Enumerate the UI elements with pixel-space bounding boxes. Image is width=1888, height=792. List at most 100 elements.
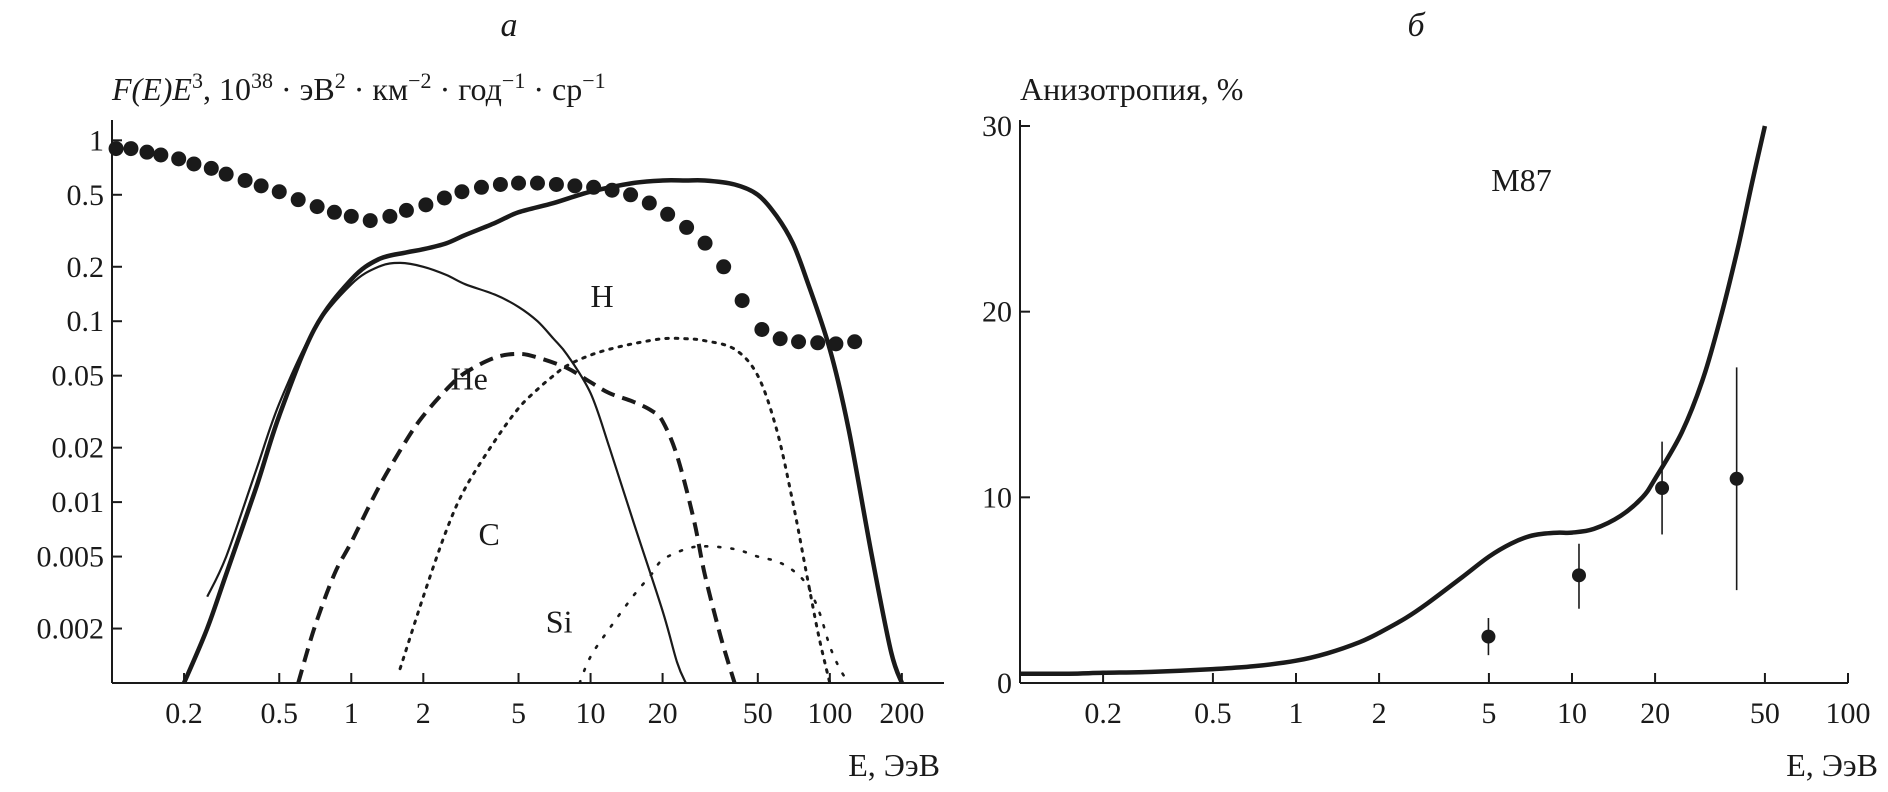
ylabel-g-exp: −1 xyxy=(502,68,525,93)
x-tick-label: 100 xyxy=(807,697,852,730)
x-tick-label: 1 xyxy=(1289,697,1304,730)
panel-b: б Анизотропия, % E, ЭэВ M87 0 10 20 30 0.2 0.… xyxy=(982,7,1878,783)
data-point xyxy=(454,184,470,200)
data-point xyxy=(271,184,287,200)
data-point xyxy=(436,190,452,206)
x-tick-label: 10 xyxy=(1557,697,1587,730)
data-point xyxy=(326,204,342,220)
y-tick-label: 20 xyxy=(982,296,1012,329)
data-point xyxy=(1729,471,1744,486)
data-point xyxy=(697,235,713,251)
series-label-c: C xyxy=(478,516,499,552)
data-point xyxy=(772,331,788,347)
y-tick-label: 0.1 xyxy=(67,305,105,338)
series-group xyxy=(1020,125,1768,677)
data-point xyxy=(511,175,527,191)
data-point xyxy=(586,179,602,195)
x-tick-label: 20 xyxy=(648,697,678,730)
data-point xyxy=(754,321,770,337)
ylabel-unit: , 10 xyxy=(203,71,251,107)
x-tick-label: 0.5 xyxy=(1194,697,1232,730)
data-point xyxy=(153,147,169,163)
x-tick-label: 5 xyxy=(511,697,526,730)
ylabel-unit-exp: 38 xyxy=(251,68,273,93)
x-tick-label: 100 xyxy=(1826,697,1871,730)
data-point xyxy=(418,197,434,213)
y-tick-label: 0.01 xyxy=(52,486,105,519)
data-point xyxy=(847,334,863,350)
data-point xyxy=(1571,568,1586,583)
series-label-si: Si xyxy=(546,604,573,640)
series-group xyxy=(181,177,905,683)
x-tick-label: 1 xyxy=(344,697,359,730)
y-tick-label: 0.005 xyxy=(37,541,105,574)
series-line-total xyxy=(181,177,905,683)
x-tick-label: 0.5 xyxy=(260,697,298,730)
ylabel-rest3: · год xyxy=(432,71,502,107)
x-tick-label: 10 xyxy=(576,697,606,730)
panel-b-label: б xyxy=(1407,7,1426,44)
ylabel-exp: 3 xyxy=(192,68,203,93)
data-point xyxy=(362,213,378,229)
data-point xyxy=(734,293,750,309)
series-label-h: H xyxy=(591,278,614,314)
y-tick-label: 0.02 xyxy=(52,432,105,465)
panel-a-ylabel: F(E)E3, 1038 · эВ2 · км−2 · год−1 · ср−1 xyxy=(111,68,606,107)
data-point xyxy=(791,334,807,350)
data-point xyxy=(382,208,398,224)
data-point xyxy=(237,172,253,188)
data-point xyxy=(567,178,583,194)
panel-a: а F(E)E3, 1038 · эВ2 · км−2 · год−1 · ср… xyxy=(37,7,944,783)
data-point xyxy=(529,175,545,191)
series-line-si xyxy=(578,544,851,683)
panel-a-xlabel: E, ЭэВ xyxy=(848,747,940,783)
panel-b-ylabel: Анизотропия, % xyxy=(1020,71,1243,107)
y-tick-label: 0.002 xyxy=(37,613,105,646)
y-tick-label: 0 xyxy=(997,667,1012,700)
x-tick-label: 0.2 xyxy=(165,697,203,730)
x-tick-label: 20 xyxy=(1640,697,1670,730)
data-point xyxy=(186,156,202,172)
ylabel-rest4: · ср xyxy=(525,71,582,107)
data-point xyxy=(343,208,359,224)
panel-a-plot: 1 0.5 0.2 0.1 0.05 0.02 0.01 0.005 0.002 0.2 0.5 1 2… xyxy=(37,120,944,730)
data-point xyxy=(309,199,325,215)
ylabel-k-exp: −2 xyxy=(408,68,431,93)
data-point xyxy=(203,160,219,176)
ylabel-rest2: · км xyxy=(346,71,408,107)
data-point xyxy=(218,166,234,182)
data-point xyxy=(123,141,139,157)
x-tick-label: 200 xyxy=(879,697,924,730)
data-point xyxy=(171,151,187,167)
series-line-h xyxy=(206,261,687,683)
y-tick-label: 1 xyxy=(89,124,104,157)
x-tick-label: 0.2 xyxy=(1084,697,1122,730)
data-point xyxy=(290,192,306,208)
y-tick-label: 0.05 xyxy=(52,360,105,393)
ylabel-rest: · эВ xyxy=(273,71,335,107)
data-point xyxy=(604,182,620,198)
series-label-he: He xyxy=(451,360,488,396)
x-tick-label: 50 xyxy=(1750,697,1780,730)
data-point xyxy=(810,335,826,351)
y-tick-label: 0.2 xyxy=(67,251,105,284)
data-point xyxy=(641,195,657,211)
data-point xyxy=(623,187,639,203)
data-point xyxy=(492,176,508,192)
data-point xyxy=(1655,481,1670,496)
panel-b-plot: 0 10 20 30 0.2 0.5 1 2 5 10 20 50 100 xyxy=(982,110,1871,730)
data-point xyxy=(1481,629,1496,644)
x-tick-label: 2 xyxy=(1372,697,1387,730)
series-line-model xyxy=(1020,125,1768,677)
data-point xyxy=(108,141,124,157)
m87-annotation: M87 xyxy=(1491,162,1551,198)
data-point xyxy=(716,259,732,275)
data-point xyxy=(398,202,414,218)
series-line-c xyxy=(398,336,832,683)
y-tick-label: 0.5 xyxy=(67,179,105,212)
series-line-he xyxy=(296,351,737,683)
data-point xyxy=(660,206,676,222)
data-point xyxy=(473,179,489,195)
panel-b-xlabel: E, ЭэВ xyxy=(1786,747,1878,783)
